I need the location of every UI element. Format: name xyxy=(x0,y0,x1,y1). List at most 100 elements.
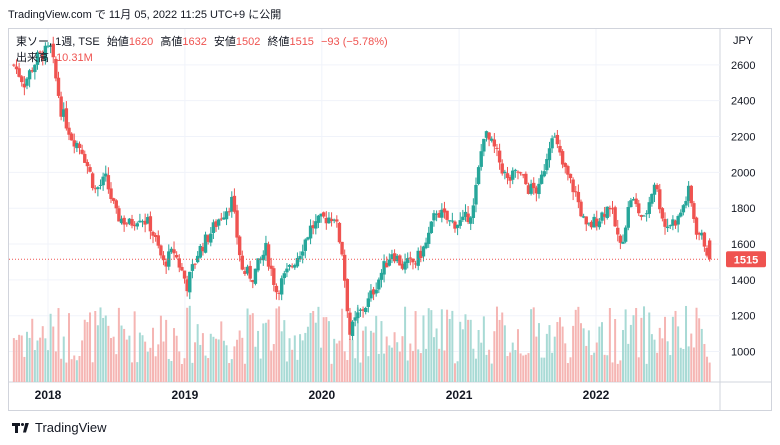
volume-bar xyxy=(401,336,404,382)
candle-body xyxy=(127,218,132,224)
candle-body xyxy=(618,235,623,243)
volume-bar xyxy=(23,356,26,382)
volume-bar xyxy=(73,355,76,382)
candle-body xyxy=(455,224,460,228)
volume-bar xyxy=(522,355,525,382)
volume-bar xyxy=(511,342,514,382)
candle-body xyxy=(33,64,37,73)
volume-bar xyxy=(75,360,78,382)
volume-bar xyxy=(448,318,451,382)
candle-body xyxy=(503,171,507,174)
volume-bar xyxy=(47,350,49,382)
y-tick-label: 1800 xyxy=(731,203,755,215)
candle-body xyxy=(453,221,457,229)
volume-bar xyxy=(159,315,162,382)
volume-bar xyxy=(220,321,223,382)
volume-bar xyxy=(572,325,575,382)
volume-bar xyxy=(443,350,446,382)
volume-bar xyxy=(225,345,228,382)
candle-body xyxy=(566,166,570,175)
volume-bar xyxy=(677,326,680,382)
candle-body xyxy=(332,219,336,221)
volume-bar xyxy=(653,339,656,382)
volume-bar xyxy=(695,307,698,382)
candle-body xyxy=(434,213,439,215)
volume-bar xyxy=(183,358,186,382)
candle-body xyxy=(574,191,578,193)
candle-body xyxy=(38,51,42,53)
candle-body xyxy=(626,207,630,228)
candle-body xyxy=(146,217,150,224)
candle-body xyxy=(411,258,415,263)
volume-bar xyxy=(438,348,441,382)
volume-bar xyxy=(692,347,695,382)
candle-body xyxy=(655,185,659,190)
volume-bar xyxy=(196,324,199,382)
candle-body xyxy=(119,218,124,224)
candle-body xyxy=(524,173,528,185)
candle-body xyxy=(56,77,61,96)
candle-body xyxy=(448,220,452,222)
candle-body xyxy=(631,199,636,201)
candle-body xyxy=(206,235,210,242)
volume-bar xyxy=(257,330,260,382)
candle-body xyxy=(117,208,121,222)
currency-label: JPY xyxy=(733,35,754,47)
candle-body xyxy=(88,167,92,172)
candle-body xyxy=(93,188,97,190)
candle-body xyxy=(558,145,562,153)
candle-body xyxy=(148,216,153,232)
candle-body xyxy=(98,184,103,186)
volume-bar xyxy=(117,307,120,382)
volume-bar xyxy=(12,338,15,382)
volume-bar xyxy=(582,328,585,382)
legend-high: 1632 xyxy=(182,36,207,48)
volume-bar xyxy=(411,350,414,382)
candle-body xyxy=(277,292,281,294)
y-tick-label: 1200 xyxy=(731,311,755,323)
volume-bar xyxy=(86,322,89,382)
volume-bar xyxy=(390,347,393,382)
candle-body xyxy=(282,273,287,279)
volume-bar xyxy=(83,319,86,382)
candle-body xyxy=(306,237,310,240)
volume-bar xyxy=(409,343,412,382)
candle-body xyxy=(403,261,407,270)
volume-bar xyxy=(123,328,126,382)
volume-bar xyxy=(643,306,646,382)
volume-bar xyxy=(532,307,535,382)
volume-bar xyxy=(54,351,57,382)
candle-body xyxy=(122,217,126,225)
volume-bar xyxy=(325,317,328,382)
candle-body xyxy=(363,307,368,313)
candle-body xyxy=(466,213,470,223)
candle-body xyxy=(211,222,216,234)
volume-bar xyxy=(590,355,593,382)
candle-body xyxy=(432,213,436,221)
candle-body xyxy=(495,147,499,149)
candle-body xyxy=(369,290,373,299)
candle-body xyxy=(571,179,575,193)
volume-bar xyxy=(57,308,60,382)
candle-body xyxy=(429,221,434,234)
candle-body xyxy=(135,223,139,227)
volume-bar xyxy=(60,358,63,382)
volume-bar xyxy=(650,334,653,382)
candle-body xyxy=(219,218,223,220)
volume-bar xyxy=(367,356,370,382)
volume-bar xyxy=(611,362,614,382)
candle-body xyxy=(83,153,87,163)
candle-body xyxy=(545,159,549,171)
volume-bar xyxy=(440,309,443,382)
last-price-tag xyxy=(726,251,766,268)
volume-bar xyxy=(414,311,417,382)
volume-bar xyxy=(236,339,239,382)
candle-body xyxy=(581,216,586,218)
volume-bar xyxy=(44,338,47,382)
candle-body xyxy=(705,247,709,256)
volume-bar xyxy=(614,319,617,382)
legend-low: 1502 xyxy=(235,36,261,48)
y-tick-label: 1000 xyxy=(731,347,755,359)
candle-body xyxy=(592,216,596,228)
